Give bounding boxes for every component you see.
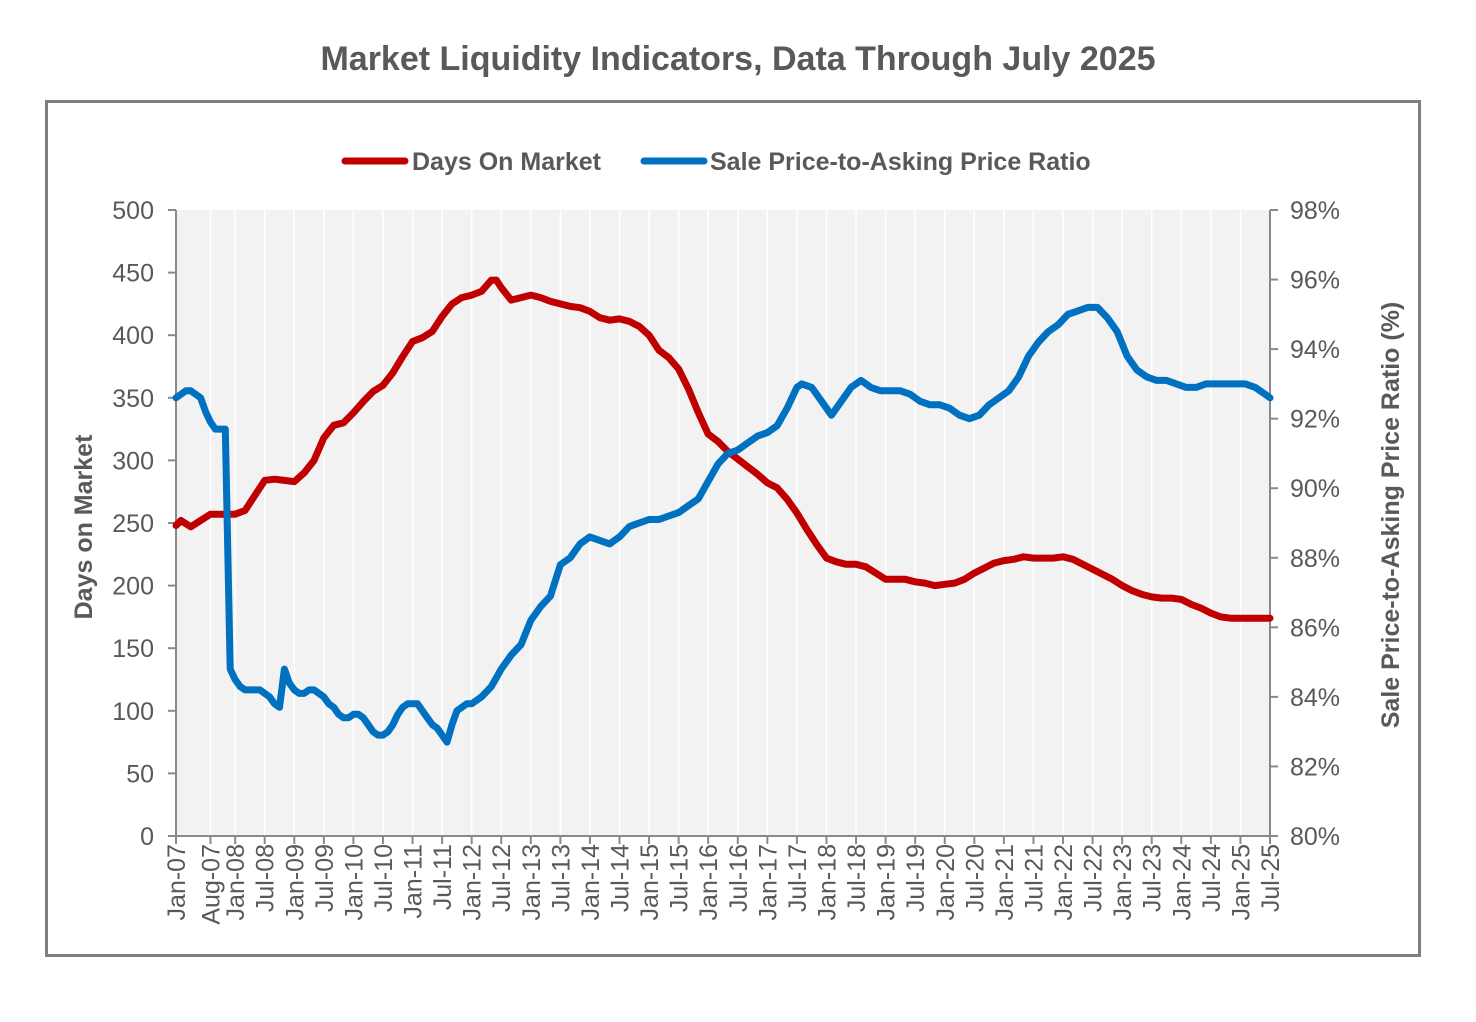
y-left-tick-label: 450 xyxy=(112,260,154,288)
legend: Days On Market Sale Price-to-Asking Pric… xyxy=(341,148,1091,176)
axis-ticks: 0 50 100 150 200 250 300 350 400 450 500 80% 82% 84% 8… xyxy=(112,197,1340,925)
x-tick-label: Jul-15 xyxy=(666,844,694,912)
x-tick-label: Jan-10 xyxy=(340,844,368,920)
y-left-tick-label: 400 xyxy=(112,322,154,350)
y-right-tick-label: 82% xyxy=(1290,753,1340,781)
x-tick-label: Jan-15 xyxy=(636,844,664,920)
x-tick-label: Jan-18 xyxy=(813,844,841,920)
y-right-tick-label: 80% xyxy=(1290,823,1340,851)
y-right-tick-label: 96% xyxy=(1290,267,1340,295)
y-axis-title-right: Sale Price-to-Asking Price Ratio (%) xyxy=(1377,302,1405,729)
y-left-tick-label: 250 xyxy=(112,510,154,538)
x-tick-label: Jul-21 xyxy=(1020,844,1048,912)
x-tick-label: Jan-11 xyxy=(400,844,428,919)
y-right-tick-label: 98% xyxy=(1290,197,1340,225)
x-tick-label: Jul-16 xyxy=(725,844,753,912)
legend-label-days-on-market: Days On Market xyxy=(412,148,602,176)
x-tick-label: Jan-17 xyxy=(754,844,782,920)
x-tick-label: Jul-17 xyxy=(784,844,812,912)
x-tick-label: Jul-19 xyxy=(902,844,930,912)
x-tick-label: Jul-25 xyxy=(1257,844,1285,912)
x-tick-label: Jan-21 xyxy=(991,844,1019,920)
x-tick-label: Jan-14 xyxy=(577,844,605,921)
x-tick-label: Jul-20 xyxy=(961,844,989,912)
legend-label-sale-price-ratio: Sale Price-to-Asking Price Ratio xyxy=(710,148,1091,176)
x-tick-label: Jul-14 xyxy=(607,844,635,912)
y-right-tick-label: 86% xyxy=(1290,614,1340,642)
x-tick-label: Jan-25 xyxy=(1227,844,1255,920)
y-left-tick-label: 150 xyxy=(112,635,154,663)
y-right-tick-label: 90% xyxy=(1290,475,1340,503)
y-left-tick-label: 0 xyxy=(140,823,154,851)
y-left-tick-label: 50 xyxy=(126,760,154,788)
series-line-sale-price-ratio xyxy=(172,303,1274,746)
series-line-days-on-market xyxy=(172,276,1274,622)
x-tick-label: Jul-18 xyxy=(843,844,871,912)
x-tick-label: Jul-10 xyxy=(370,844,398,912)
x-tick-label: Jan-07 xyxy=(163,844,191,920)
x-tick-label: Jan-22 xyxy=(1050,844,1078,920)
x-tick-label: Jul-23 xyxy=(1139,844,1167,912)
y-left-tick-label: 500 xyxy=(112,197,154,225)
x-tick-label: Jul-24 xyxy=(1198,844,1226,912)
x-tick-label: Jul-11 xyxy=(429,844,457,910)
x-tick-label: Jan-24 xyxy=(1168,844,1196,921)
y-left-tick-label: 100 xyxy=(112,698,154,726)
x-tick-label: Jan-19 xyxy=(873,844,901,920)
y-left-tick-label: 200 xyxy=(112,573,154,601)
x-tick-label: Aug-07 xyxy=(197,844,225,925)
y-axis-title-left: Days on Market xyxy=(70,434,98,619)
chart-title: Market Liquidity Indicators, Data Throug… xyxy=(320,40,1156,78)
x-tick-label: Jan-09 xyxy=(281,844,309,920)
y-right-tick-label: 92% xyxy=(1290,406,1340,434)
chart-frame xyxy=(45,100,1421,957)
y-left-tick-label: 350 xyxy=(112,385,154,413)
x-tick-label: Jan-13 xyxy=(518,844,546,920)
y-left-tick-label: 300 xyxy=(112,447,154,475)
x-tick-label: Jan-08 xyxy=(222,844,250,920)
y-right-tick-label: 88% xyxy=(1290,545,1340,573)
series-lines xyxy=(172,276,1274,746)
x-tick-label: Jul-09 xyxy=(311,844,339,912)
y-right-tick-label: 84% xyxy=(1290,684,1340,712)
x-tick-label: Jul-12 xyxy=(488,844,516,912)
x-tick-label: Jul-13 xyxy=(547,844,575,912)
x-tick-label: Jan-23 xyxy=(1109,844,1137,920)
x-tick-label: Jul-22 xyxy=(1080,844,1108,912)
x-tick-label: Jul-08 xyxy=(252,844,280,912)
y-right-tick-label: 94% xyxy=(1290,336,1340,364)
x-tick-label: Jan-12 xyxy=(459,844,487,920)
plot-area xyxy=(176,210,1270,836)
x-tick-label: Jan-16 xyxy=(695,844,723,920)
x-tick-label: Jan-20 xyxy=(932,844,960,920)
